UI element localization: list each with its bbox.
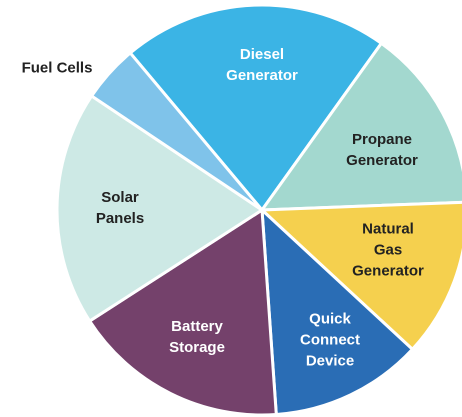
pie-slice [260,206,415,417]
pie-slice [258,41,462,212]
slice-label: Propane Generator [346,131,418,169]
pie-slice [258,200,462,352]
pie-slice [87,207,278,417]
slice-label: Battery Storage [169,318,225,356]
pie-slice [128,3,384,213]
pie-slice [55,93,265,324]
slice-label: Natural Gas Generator [352,220,424,280]
slice-label: Solar Panels [95,189,145,227]
slice-label: Diesel Generator [226,46,298,84]
slice-label: Fuel Cells [21,59,93,77]
slice-label: Quick Connect Device [300,310,360,370]
pie-slice [89,50,264,212]
